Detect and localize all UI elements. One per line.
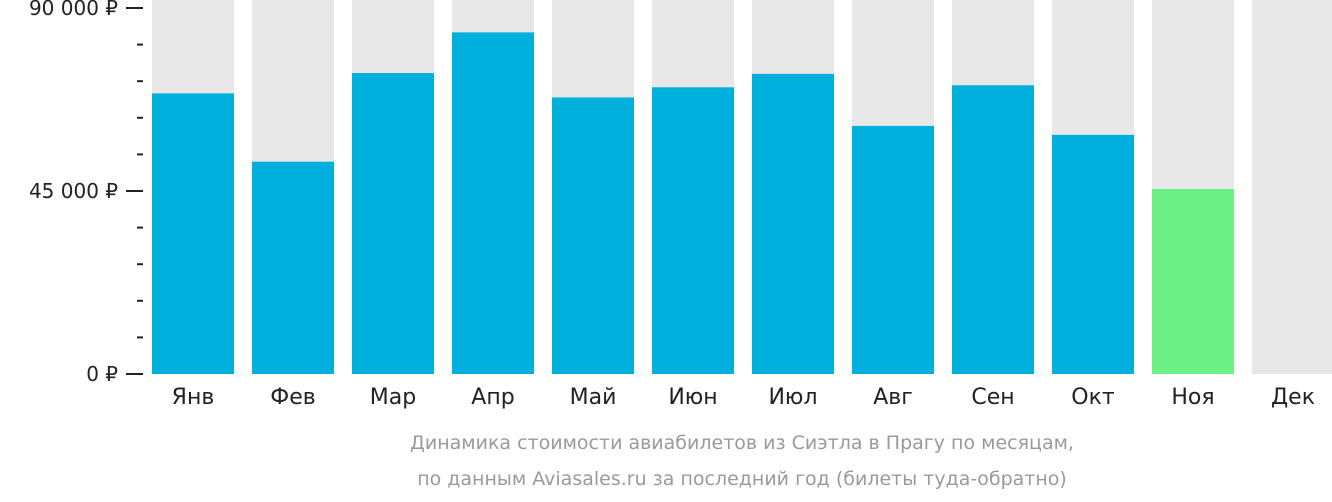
x-tick-label: Фев bbox=[270, 385, 315, 410]
y-tick-label: 0 ₽ bbox=[86, 362, 118, 386]
x-tick-label: Авг bbox=[873, 385, 913, 410]
bar-9 bbox=[952, 85, 1034, 375]
x-tick-label: Дек bbox=[1271, 385, 1315, 410]
x-tick-label: Июн bbox=[668, 385, 717, 410]
bar-7 bbox=[752, 73, 834, 374]
chart-caption-line-2: по данным Aviasales.ru за последний год … bbox=[417, 468, 1067, 490]
x-tick-label: Янв bbox=[172, 385, 215, 410]
chart-caption-line-1: Динамика стоимости авиабилетов из Сиэтла… bbox=[410, 432, 1074, 454]
bar-background-12 bbox=[1252, 0, 1332, 374]
x-tick-label: Сен bbox=[971, 385, 1014, 410]
y-tick-label: 90 000 ₽ bbox=[29, 0, 118, 20]
bar-2 bbox=[252, 161, 334, 374]
bar-6 bbox=[652, 87, 734, 375]
bar-1 bbox=[152, 93, 234, 375]
x-tick-label: Ноя bbox=[1171, 385, 1214, 410]
bar-10 bbox=[1052, 134, 1134, 374]
x-tick-label: Июл bbox=[768, 385, 817, 410]
bar-8 bbox=[852, 125, 934, 374]
bar-4 bbox=[452, 32, 534, 375]
bar-5 bbox=[552, 97, 634, 374]
bar-11 bbox=[1152, 188, 1234, 374]
bar-3 bbox=[352, 73, 434, 375]
y-tick-label: 45 000 ₽ bbox=[29, 179, 118, 203]
x-tick-label: Окт bbox=[1071, 385, 1115, 410]
price-bar-chart: Янв Фев Мар Апр Май Июн Июл Авг Сен Окт Ноя Дек 0 ₽ 4… bbox=[29, 0, 1332, 410]
x-tick-label: Май bbox=[570, 385, 617, 410]
x-tick-label: Апр bbox=[471, 385, 514, 410]
x-tick-label: Мар bbox=[370, 385, 416, 410]
